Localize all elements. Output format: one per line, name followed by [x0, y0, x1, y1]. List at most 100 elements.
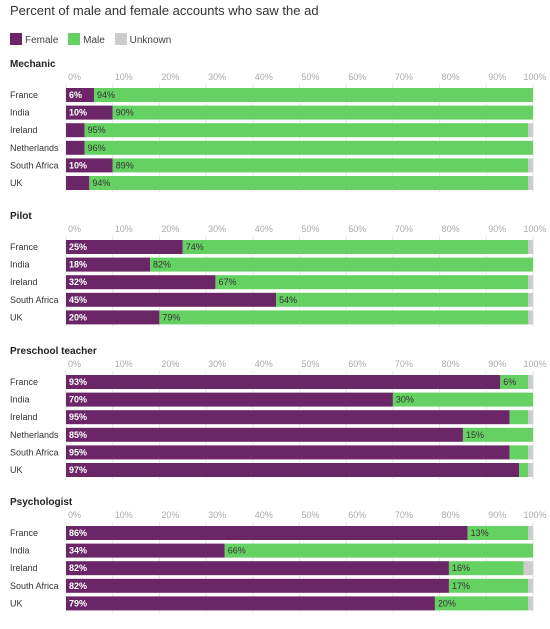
- category-label: France: [10, 242, 38, 252]
- data-label: 67%: [218, 277, 236, 287]
- x-tick-label: 30%: [208, 510, 226, 520]
- data-label: 45%: [69, 295, 87, 305]
- x-tick-label: 80%: [442, 359, 460, 369]
- category-label: France: [10, 377, 38, 387]
- bar-segment-male: [94, 88, 534, 102]
- category-label: UK: [10, 312, 23, 322]
- x-tick-label: 40%: [255, 72, 273, 82]
- x-tick-label: 80%: [442, 72, 460, 82]
- category-label: Netherlands: [10, 143, 59, 153]
- bar-segment-male: [112, 105, 533, 120]
- bar-segment-female: [66, 176, 90, 190]
- data-label: 15%: [466, 430, 484, 440]
- bar-segment-unknown: [528, 158, 533, 173]
- bar-segment-female: [66, 445, 510, 460]
- x-tick-label: 40%: [255, 359, 273, 369]
- x-tick-label: 100%: [523, 224, 546, 234]
- x-tick-label: 30%: [208, 224, 226, 234]
- category-label: Ireland: [10, 563, 38, 573]
- legend-swatch-male: [68, 33, 81, 45]
- data-label: 93%: [69, 377, 87, 387]
- legend-item-male: Male: [68, 33, 105, 46]
- bar-segment-unknown: [528, 176, 533, 190]
- x-tick-label: 60%: [348, 359, 366, 369]
- category-label: France: [10, 528, 38, 538]
- bar-segment-male: [518, 463, 529, 477]
- category-label: Ireland: [10, 125, 38, 135]
- data-label: 20%: [438, 598, 456, 608]
- category-label: South Africa: [10, 295, 59, 305]
- chart-title: Percent of male and female accounts who …: [10, 3, 319, 18]
- x-tick-label: 0%: [68, 510, 81, 520]
- bar-segment-female: [66, 543, 225, 558]
- x-tick-label: 20%: [161, 72, 179, 82]
- category-label: UK: [10, 178, 23, 188]
- category-label: UK: [10, 598, 23, 608]
- bar-segment-male: [159, 310, 529, 325]
- bar-segment-male: [448, 578, 529, 593]
- x-tick-label: 70%: [395, 224, 413, 234]
- bar-segment-male: [84, 123, 529, 138]
- x-tick-label: 70%: [395, 72, 413, 82]
- bar-segment-male: [276, 292, 529, 307]
- data-label: 17%: [452, 581, 470, 591]
- data-label: 94%: [97, 90, 115, 100]
- x-tick-label: 0%: [68, 224, 81, 234]
- bar-segment-male: [89, 176, 529, 190]
- x-tick-label: 90%: [488, 224, 506, 234]
- category-label: South Africa: [10, 160, 59, 170]
- data-label: 32%: [69, 277, 87, 287]
- x-tick-label: 0%: [68, 72, 81, 82]
- x-tick-label: 20%: [161, 359, 179, 369]
- bar-segment-female: [66, 578, 449, 593]
- x-tick-label: 90%: [488, 72, 506, 82]
- x-tick-label: 60%: [348, 224, 366, 234]
- bar-segment-unknown: [528, 310, 533, 325]
- bar-segment-unknown: [528, 123, 533, 138]
- data-label: 86%: [69, 528, 87, 538]
- bar-segment-female: [66, 310, 160, 325]
- x-tick-label: 30%: [208, 359, 226, 369]
- data-label: 66%: [228, 546, 246, 556]
- data-label: 82%: [69, 581, 87, 591]
- bar-segment-male: [448, 561, 524, 576]
- bar-segment-male: [509, 445, 529, 460]
- data-label: 10%: [69, 108, 87, 118]
- data-label: 85%: [69, 430, 87, 440]
- bar-segment-unknown: [528, 375, 533, 389]
- data-label: 34%: [69, 546, 87, 556]
- data-label: 20%: [69, 312, 87, 322]
- bar-segment-female: [66, 158, 113, 173]
- bar-segment-male: [112, 158, 529, 173]
- data-label: 82%: [69, 563, 87, 573]
- bar-segment-female: [66, 105, 113, 120]
- bar-segment-female: [66, 275, 216, 290]
- x-tick-label: 50%: [302, 72, 320, 82]
- category-label: India: [10, 108, 30, 118]
- x-tick-label: 10%: [115, 510, 133, 520]
- data-label: 18%: [69, 260, 87, 270]
- data-label: 95%: [69, 412, 87, 422]
- bar-segment-unknown: [528, 275, 533, 290]
- x-tick-label: 40%: [255, 224, 273, 234]
- x-tick-label: 70%: [395, 359, 413, 369]
- x-tick-label: 50%: [302, 510, 320, 520]
- bar-segment-unknown: [528, 240, 533, 254]
- data-label: 95%: [88, 125, 106, 135]
- bar-segment-male: [182, 240, 529, 254]
- category-label: South Africa: [10, 447, 59, 457]
- category-label: South Africa: [10, 581, 59, 591]
- data-label: 95%: [69, 447, 87, 457]
- legend-swatch-female: [10, 33, 22, 45]
- data-label: 79%: [162, 312, 180, 322]
- bar-segment-unknown: [528, 410, 533, 425]
- bar-segment-unknown: [528, 463, 533, 477]
- x-tick-label: 90%: [488, 510, 506, 520]
- bar-segment-unknown: [528, 526, 533, 540]
- data-label: 74%: [186, 242, 204, 252]
- data-label: 30%: [396, 395, 414, 405]
- x-tick-label: 100%: [523, 510, 546, 520]
- data-label: 16%: [452, 563, 470, 573]
- bar-segment-male: [467, 526, 529, 540]
